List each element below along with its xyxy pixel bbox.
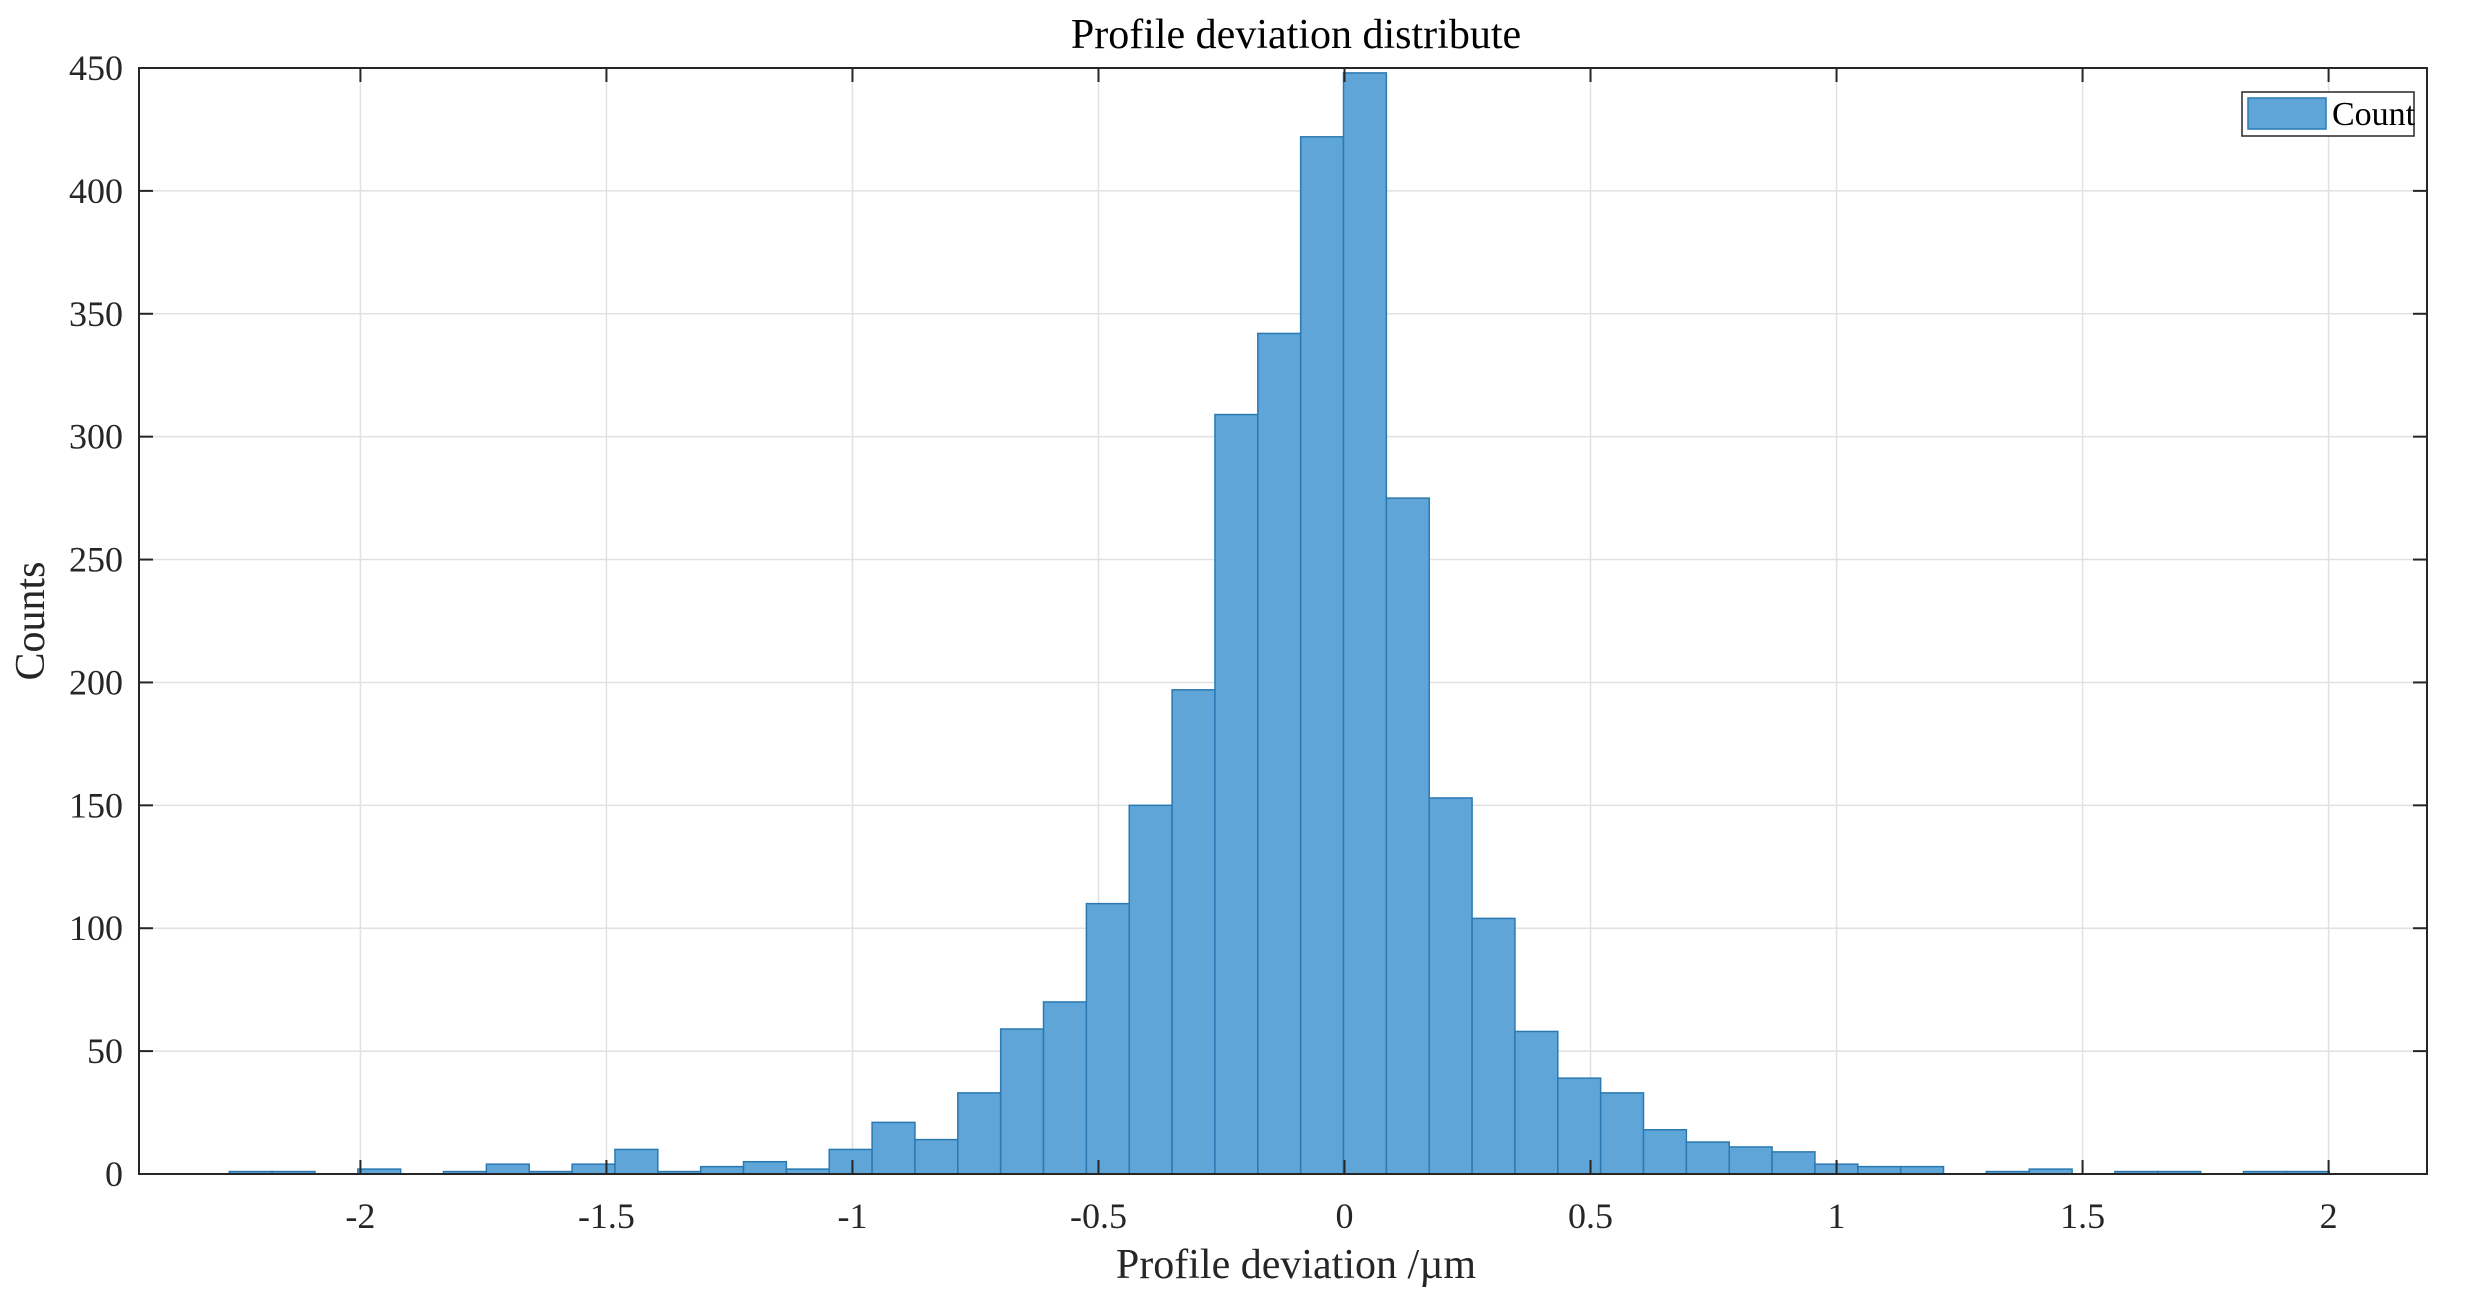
histogram-bar [1342,72,1388,1175]
axes-box [138,67,2428,1175]
y-tick-label: 350 [69,294,123,334]
histogram-bar [1642,1129,1688,1175]
y-tick-label: 300 [69,417,123,457]
legend-label-count: Count [2332,96,2416,133]
histogram-bar [1899,1165,1945,1175]
histogram-bar [1299,136,1345,1175]
y-tick-label: 200 [69,662,123,702]
y-tick-label: 450 [69,48,123,88]
histogram-bar [571,1163,616,1175]
y-tick-label: 50 [87,1031,123,1071]
histogram-bar [1728,1146,1773,1175]
y-tick-label: 400 [69,171,123,211]
histogram-bar [1085,902,1130,1175]
histogram-bar [1214,413,1259,1175]
y-axis-ticks: 0 50 100 150 200 250 300 350 400 450 [69,48,2427,1194]
histogram-bar [871,1121,916,1175]
x-tick-label: 2 [2320,1196,2338,1236]
y-tick-label: 250 [69,540,123,580]
histogram-bar [1514,1030,1559,1175]
histogram-bar [828,1148,873,1175]
histogram-bar [742,1160,788,1175]
histogram-bar [1171,689,1216,1175]
y-tick-label: 100 [69,908,123,948]
y-axis-label: Counts [8,561,54,680]
histogram-bar [1428,797,1473,1175]
histogram-bar [1042,1001,1088,1175]
x-tick-label: -0.5 [1070,1196,1127,1236]
y-tick-label: 0 [105,1154,123,1194]
x-tick-label: 1 [1828,1196,1846,1236]
histogram-bar [1857,1165,1902,1175]
legend-swatch [2247,97,2327,130]
histogram-bar [1557,1077,1602,1175]
x-tick-label: -1.5 [578,1196,635,1236]
y-tick-label: 150 [69,785,123,825]
histogram-bar [699,1165,745,1175]
histogram-bar [999,1028,1045,1175]
x-tick-label: -2 [345,1196,375,1236]
histogram-bar [957,1092,1002,1175]
histogram-bar [1257,332,1302,1175]
x-tick-label: 0 [1336,1196,1354,1236]
histogram-bar [1471,917,1516,1175]
histogram-bar [1128,804,1173,1175]
x-tick-label: 0.5 [1568,1196,1613,1236]
histogram-bar [1771,1151,1816,1175]
histogram-bar [485,1163,530,1175]
histogram-bars [228,72,2330,1175]
histogram-bar [914,1138,959,1175]
histogram-bar [1599,1092,1645,1175]
x-tick-label: 1.5 [2060,1196,2105,1236]
x-axis-ticks: -2 -1.5 -1 -0.5 0 0.5 1 1.5 2 [345,68,2338,1236]
x-tick-label: -1 [837,1196,867,1236]
histogram-bar [1685,1141,1730,1175]
histogram-bar [614,1148,659,1175]
histogram-bar [1385,497,1430,1175]
x-axis-label: Profile deviation /µm [1116,1242,1476,1288]
legend: Count [2241,91,2416,137]
chart-title: Profile deviation distribute [1071,12,1521,58]
